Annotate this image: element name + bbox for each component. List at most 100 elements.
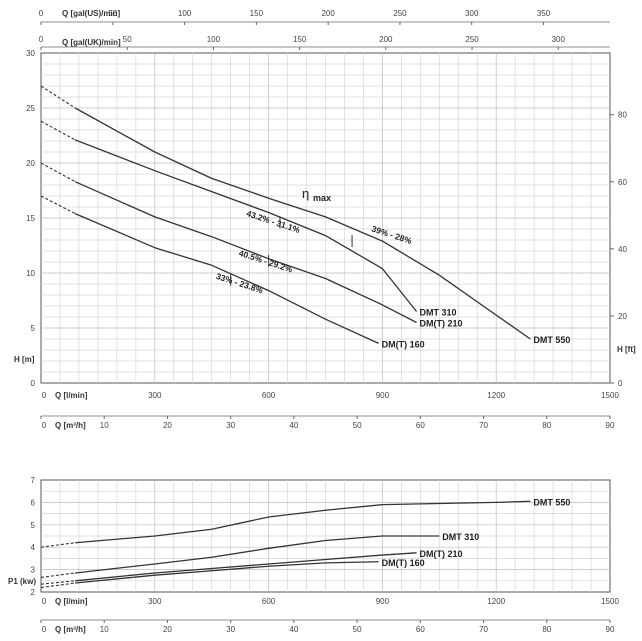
head-ft-tick-label: 0 [618, 379, 623, 388]
head-ft-tick-label: 80 [618, 111, 627, 120]
head-m3h-tick-label: 50 [353, 421, 362, 430]
head-y-tick-label: 15 [26, 214, 35, 223]
head-series-3-label: DM(T) 160 [382, 339, 425, 349]
head-y-tick-label: 20 [26, 159, 35, 168]
gal-us-tick-label: 350 [537, 9, 551, 18]
head-series-1-label: DMT 310 [420, 308, 457, 318]
power-m3h-tick-label: 0 [42, 625, 47, 634]
head-series-0-dashed-line [40, 85, 76, 109]
power-series-0-dashed-line [40, 542, 76, 548]
gal-us-tick-label: 250 [393, 9, 407, 18]
power-m3h-tick-label: 80 [542, 625, 551, 634]
gal-us-tick-label: 100 [178, 9, 192, 18]
efficiency-label-1: 39% - 28% [370, 224, 413, 246]
head-ft-tick-label: 40 [618, 245, 627, 254]
head-m3h-axis-label: Q [m³/h] [55, 421, 86, 430]
head-y-tick-label: 0 [31, 379, 36, 388]
gal-uk-tick-label: 300 [552, 35, 566, 44]
power-series-3-label: DM(T) 160 [382, 558, 425, 568]
power-y-axis-label: P1 (kw) [8, 577, 36, 586]
gal-us-tick-label: 150 [250, 9, 264, 18]
head-series-2-dashed-line [40, 162, 76, 183]
gal-uk-tick-label: 0 [39, 35, 44, 44]
head-series-3-line [74, 213, 379, 344]
power-m3h-tick-label: 20 [163, 625, 172, 634]
head-m3h-tick-label: 80 [542, 421, 551, 430]
head-lmin-tick-label: 600 [262, 391, 276, 400]
power-series-2-label: DM(T) 210 [420, 549, 463, 559]
head-series-3-dashed-line [40, 195, 76, 215]
head-lmin-tick-label: 900 [376, 391, 390, 400]
power-m3h-tick-label: 40 [289, 625, 298, 634]
head-lmin-tick-label: 300 [148, 391, 162, 400]
head-m3h-tick-label: 60 [416, 421, 425, 430]
head-m3h-tick-label: 90 [606, 421, 615, 430]
eta-max-label: η [302, 186, 309, 201]
gal-uk-tick-label: 250 [465, 35, 479, 44]
head-y-tick-label: 10 [26, 269, 35, 278]
head-y-axis-label-ft: H [ft] [617, 345, 636, 354]
power-m3h-tick-label: 10 [100, 625, 109, 634]
head-m3h-tick-label: 70 [479, 421, 488, 430]
power-lmin-tick-label: 0 [42, 597, 47, 606]
power-y-tick-label: 2 [31, 588, 36, 597]
head-series-0-line [74, 107, 531, 340]
power-y-tick-label: 6 [31, 498, 36, 507]
gal-us-axis-label: Q [gal(US)/min] [62, 9, 121, 18]
head-y-axis-label-m: H [m] [14, 355, 35, 364]
power-series-0-line [75, 500, 531, 544]
efficiency-label-2: 40.5% - 29.2% [238, 248, 295, 275]
gal-uk-axis-label: Q [gal(UK)/min] [62, 38, 121, 47]
efficiency-label-3: 33% - 23.8% [215, 271, 265, 296]
power-lmin-tick-label: 900 [376, 597, 390, 606]
power-m3h-tick-label: 90 [606, 625, 615, 634]
gal-us-tick-label: 0 [39, 9, 44, 18]
power-lmin-tick-label: 1500 [601, 597, 619, 606]
power-m3h-tick-label: 30 [226, 625, 235, 634]
head-series-1-line [74, 139, 418, 312]
power-y-tick-label: 3 [31, 566, 36, 575]
gal-us-tick-label: 300 [465, 9, 479, 18]
power-series-0-label: DMT 550 [533, 497, 570, 507]
gal-uk-tick-label: 150 [293, 35, 307, 44]
efficiency-label-0: 43.2% - 31.1% [245, 208, 302, 235]
head-lmin-tick-label: 0 [42, 391, 47, 400]
gal-uk-tick-label: 200 [379, 35, 393, 44]
head-lmin-tick-label: 1200 [487, 391, 505, 400]
head-m3h-tick-label: 10 [100, 421, 109, 430]
power-m3h-tick-label: 60 [416, 625, 425, 634]
head-m3h-tick-label: 40 [289, 421, 298, 430]
power-lmin-tick-label: 1200 [487, 597, 505, 606]
head-m3h-tick-label: 20 [163, 421, 172, 430]
head-y-tick-label: 5 [31, 324, 36, 333]
eta-max-subscript: max [313, 193, 331, 203]
power-m3h-tick-label: 50 [353, 625, 362, 634]
head-m3h-tick-label: 30 [226, 421, 235, 430]
power-m3h-axis-label: Q [m³/h] [55, 625, 86, 634]
power-y-tick-label: 4 [31, 543, 36, 552]
gal-uk-tick-label: 100 [207, 35, 221, 44]
gal-us-tick-label: 50 [108, 9, 117, 18]
head-y-tick-label: 25 [26, 104, 35, 113]
head-ft-tick-label: 60 [618, 178, 627, 187]
head-series-0-label: DMT 550 [533, 335, 570, 345]
power-m3h-tick-label: 70 [479, 625, 488, 634]
power-lmin-tick-label: 600 [262, 597, 276, 606]
power-y-tick-label: 7 [31, 476, 36, 485]
power-series-1-label: DMT 310 [442, 532, 479, 542]
power-series-1-dashed-line [40, 572, 76, 578]
power-series-3-dashed-line [40, 582, 76, 589]
head-y-tick-label: 30 [26, 49, 35, 58]
head-series-1-dashed-line [40, 120, 76, 141]
gal-us-tick-label: 200 [321, 9, 335, 18]
head-lmin-tick-label: 1500 [601, 391, 619, 400]
power-lmin-tick-label: 300 [148, 597, 162, 606]
power-y-tick-label: 5 [31, 521, 36, 530]
power-lmin-axis-label: Q [l/min] [55, 597, 88, 606]
power-series-2-dashed-line [40, 580, 76, 585]
power-series-1-line [75, 535, 440, 574]
power-series-2-line [75, 552, 417, 582]
head-ft-tick-label: 20 [618, 312, 627, 321]
